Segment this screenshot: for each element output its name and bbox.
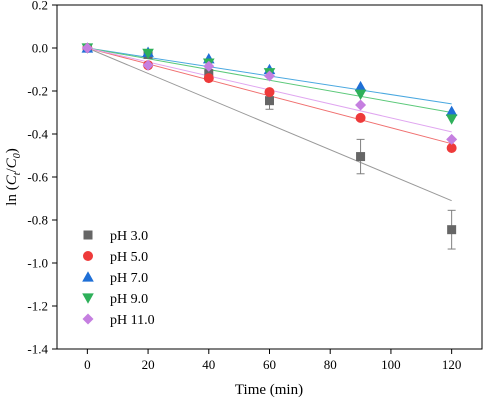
data-point [354,80,367,92]
legend-marker [83,230,93,240]
x-axis-ticks: 0 20 40 60 80 100 120 [84,349,461,372]
y-tick-label: -0.6 [27,170,48,185]
data-markers [81,42,458,235]
data-point [203,60,215,72]
x-tick-label: 20 [142,357,155,372]
data-point [445,114,458,125]
legend-label: pH 11.0 [110,313,155,328]
data-point [354,89,367,101]
data-point [355,112,366,123]
y-axis-ticks: 0.2 0.0 -0.2 -0.4 -0.6 -0.8 -1.0 -1.2 -1.4 [27,0,57,357]
legend-label: pH 7.0 [110,271,148,286]
x-tick-label: 80 [324,357,337,372]
error-bars [204,69,456,250]
data-point [356,152,366,162]
legend-label: pH 9.0 [110,292,148,307]
y-tick-label: -0.4 [27,127,48,142]
y-tick-label: -1.4 [27,342,48,357]
data-point [446,133,458,145]
legend-label: pH 5.0 [110,250,148,265]
x-tick-label: 0 [84,357,91,372]
x-axis-title: Time (min) [235,382,303,398]
data-point [447,225,457,235]
y-tick-label: 0.2 [32,0,48,13]
y-tick-label: -1.2 [27,299,48,314]
data-point [142,59,154,71]
y-tick-label: -1.0 [27,256,48,271]
x-tick-label: 100 [381,357,401,372]
legend-label: pH 3.0 [110,229,148,244]
legend-marker [83,251,93,261]
fit-line [87,47,452,202]
x-tick-label: 120 [442,357,462,372]
x-tick-label: 60 [263,357,276,372]
x-tick-label: 40 [202,357,215,372]
legend-marker [82,313,94,325]
y-tick-label: 0.0 [32,41,48,56]
data-point [203,73,214,84]
legend-marker [82,293,94,304]
data-point [446,142,457,153]
data-point [142,48,154,60]
data-point [445,105,458,117]
data-point [264,87,275,98]
legend-marker [82,271,94,282]
data-point [265,96,274,106]
legend: pH 3.0 pH 5.0 pH 7.0 pH 9.0 pH 11.0 [82,229,155,328]
y-tick-label: -0.8 [27,213,48,228]
data-point [81,42,93,54]
y-tick-label: -0.2 [27,84,48,99]
data-point [264,70,275,82]
y-axis-title: ln (Ct/C0) [4,148,23,205]
data-point [355,99,367,111]
